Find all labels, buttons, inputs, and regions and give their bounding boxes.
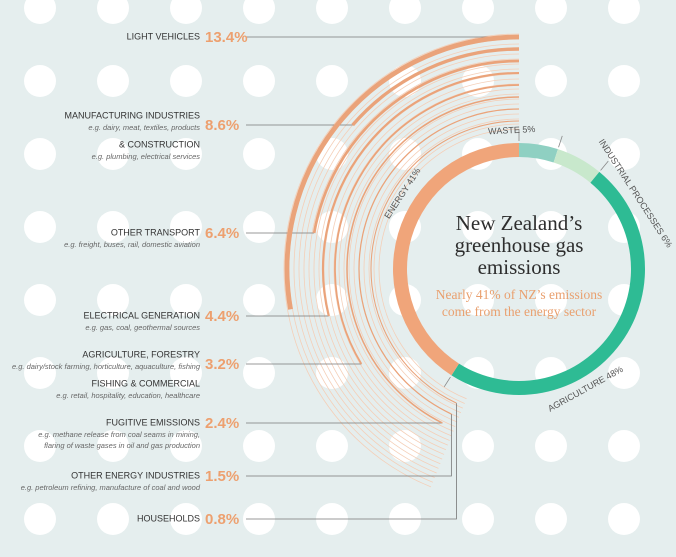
energy-arc: [370, 120, 520, 404]
segment-divider: [443, 376, 451, 388]
guide-arc: [353, 103, 520, 423]
category-heading: AGRICULTURE, FORESTRY: [82, 349, 200, 359]
category-note: e.g. petroleum refining, manufacture of …: [21, 483, 201, 492]
guide-arc: [308, 58, 520, 465]
energy-arc: [334, 84, 520, 365]
value-label: 1.5%: [205, 468, 239, 485]
category-note: e.g. freight, buses, rail, domestic avia…: [64, 240, 200, 249]
center-text: New Zealand’s greenhouse gas emissions N…: [424, 212, 614, 320]
value-label: 4.4%: [205, 308, 239, 325]
guide-arc: [328, 78, 520, 446]
value-label: 13.4%: [205, 29, 248, 46]
category-note: e.g. methane release from coal seams in …: [38, 430, 200, 439]
segment-name: WASTE: [488, 125, 520, 137]
category-heading: FUGITIVE EMISSIONS: [106, 417, 200, 427]
segment-divider: [600, 160, 609, 171]
category-heading: FISHING & COMMERCIAL: [91, 378, 200, 388]
guide-arc: [283, 33, 520, 488]
energy-arc: [351, 47, 520, 127]
leader-line: [246, 403, 457, 520]
segment-value: 5%: [522, 124, 536, 135]
category-note: e.g. dairy/stock farming, horticulture, …: [12, 362, 201, 371]
category-note: e.g. plumbing, electrical services: [92, 152, 201, 161]
segment-divider: [558, 135, 563, 148]
donut-segment: [519, 143, 558, 163]
guide-arc: [378, 128, 520, 400]
value-label: 8.6%: [205, 117, 239, 134]
category-heading: OTHER ENERGY INDUSTRIES: [71, 470, 200, 480]
category-note: e.g. gas, coal, geothermal sources: [85, 323, 200, 332]
category-heading: LIGHT VEHICLES: [127, 31, 200, 41]
category-heading: ELECTRICAL GENERATION: [83, 310, 200, 320]
guide-arc: [303, 53, 520, 469]
guide-arc: [343, 93, 520, 432]
energy-arc: [346, 96, 520, 424]
value-label: 0.8%: [205, 511, 239, 528]
guide-arc: [373, 123, 520, 404]
category-heading: OTHER TRANSPORT: [111, 227, 201, 237]
category-heading: & CONSTRUCTION: [119, 139, 200, 149]
guide-arc: [363, 113, 520, 414]
energy-arc: [358, 108, 520, 415]
category-note: flaring of waste gases in oil and gas pr…: [44, 441, 200, 450]
guide-arc: [333, 83, 520, 441]
guide-arc: [318, 68, 520, 455]
value-label: 3.2%: [205, 356, 239, 373]
chart-subtitle: Nearly 41% of NZ’s emissions come from t…: [435, 287, 603, 319]
guide-arc: [338, 88, 520, 437]
value-label: 6.4%: [205, 225, 239, 242]
value-label: 2.4%: [205, 415, 239, 432]
segment-label: WASTE 5%: [488, 124, 536, 136]
category-heading: HOUSEHOLDS: [137, 513, 200, 523]
energy-arc: [321, 71, 520, 317]
guide-arc: [348, 98, 520, 427]
donut-segment: [392, 143, 519, 376]
energy-arc: [284, 34, 520, 310]
energy-arc: [312, 59, 520, 234]
category-heading: MANUFACTURING INDUSTRIES: [64, 110, 200, 120]
guide-arc: [368, 118, 520, 409]
donut-segment: [553, 149, 600, 183]
category-note: e.g. dairy, meat, textiles, products: [88, 123, 200, 132]
category-note: e.g. retail, hospitality, education, hea…: [56, 391, 200, 400]
chart-title: New Zealand’s greenhouse gas emissions: [454, 211, 584, 279]
guide-arc: [293, 43, 520, 478]
guide-arc: [313, 63, 520, 460]
donut-segment: [451, 171, 646, 396]
leader-line: [246, 414, 452, 477]
